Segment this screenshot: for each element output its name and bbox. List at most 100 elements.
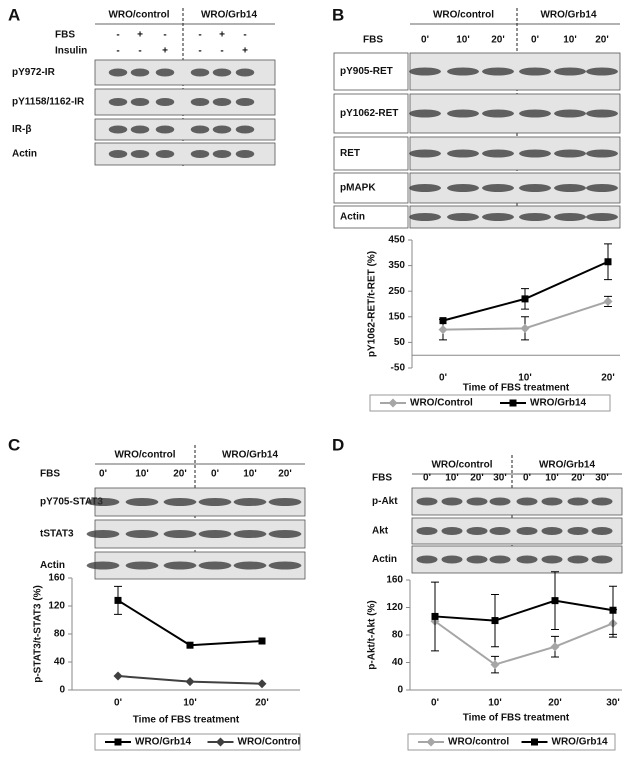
condition-value: 10'	[445, 473, 459, 484]
blot-band	[108, 98, 128, 106]
row-label: Akt	[372, 526, 389, 537]
blot-band	[554, 213, 586, 221]
blot-band	[586, 67, 618, 76]
label-box	[333, 93, 409, 134]
row-label: Actin	[40, 560, 65, 571]
condition-label: Insulin	[55, 46, 87, 57]
group-label: WRO/Grb14	[539, 460, 596, 471]
blot-band	[447, 67, 479, 76]
x-axis-title: Time of FBS treatment	[133, 715, 240, 726]
x-axis-title: Time of FBS treatment	[463, 713, 570, 724]
blot-band	[466, 497, 488, 506]
blot-band	[519, 213, 551, 221]
legend-label: WRO/control	[448, 737, 509, 748]
blot-band	[409, 67, 441, 76]
panel-letter: A	[8, 5, 20, 24]
y-axis-title: p-Akt/t-Akt (%)	[367, 600, 378, 669]
blot-band	[163, 561, 197, 570]
blot-band	[586, 109, 618, 118]
condition-value: 10'	[563, 35, 577, 46]
x-tick-label: 10'	[183, 698, 197, 709]
y-tick-label: 250	[388, 286, 405, 297]
row-label: IR-β	[12, 124, 31, 135]
data-point	[257, 679, 267, 689]
condition-value: -	[220, 46, 223, 57]
row-label: Actin	[12, 149, 37, 160]
data-point	[520, 323, 530, 333]
blot-band	[198, 561, 232, 570]
legend-marker	[388, 398, 398, 408]
blot-band	[155, 125, 175, 134]
group-label: WRO/control	[114, 450, 175, 461]
data-point	[439, 317, 447, 325]
blot-band	[591, 555, 613, 564]
row-label: tSTAT3	[40, 529, 74, 540]
y-tick-label: 50	[394, 337, 406, 348]
blot-band	[268, 530, 302, 538]
blot-band	[482, 109, 514, 118]
blot-band	[409, 109, 441, 118]
condition-value: 30'	[493, 473, 507, 484]
condition-value: 10'	[456, 35, 470, 46]
condition-value: -	[116, 46, 119, 57]
blot-band	[268, 561, 302, 570]
data-point	[551, 597, 559, 605]
y-tick-label: 40	[54, 657, 66, 668]
blot-band	[212, 98, 232, 106]
data-point	[186, 641, 194, 649]
blot-band	[441, 527, 463, 535]
blot-band	[541, 497, 563, 506]
blot-band	[516, 497, 538, 506]
blot-band	[125, 561, 159, 570]
row-label: pY1062-RET	[340, 108, 398, 119]
data-point	[609, 606, 617, 614]
blot-band	[567, 497, 589, 506]
legend-label: WRO/Control	[238, 737, 301, 748]
x-tick-label: 20'	[255, 698, 269, 709]
blot-band	[567, 527, 589, 535]
blot-band	[591, 497, 613, 506]
series-line	[434, 599, 614, 622]
legend-label: WRO/Grb14	[530, 398, 587, 409]
blot-band	[125, 498, 159, 506]
blot-band	[155, 150, 175, 158]
data-point	[114, 596, 122, 604]
condition-value: 0'	[523, 473, 531, 484]
blot-band	[516, 527, 538, 535]
legend-label: WRO/Control	[410, 398, 473, 409]
label-box	[333, 205, 409, 229]
legend-box	[407, 733, 616, 751]
row-label: pY972-IR	[12, 67, 56, 78]
blot-band	[108, 68, 128, 77]
row-label: pY705-STAT3	[40, 497, 103, 508]
row-label: pY905-RET	[340, 66, 393, 77]
row-label: Actin	[340, 212, 365, 223]
x-tick-label: 0'	[114, 698, 122, 709]
y-tick-label: 120	[386, 602, 403, 613]
blot-band	[86, 498, 120, 506]
legend-marker	[426, 737, 436, 747]
x-tick-label: 0'	[439, 373, 447, 384]
legend-label: WRO/Grb14	[552, 737, 609, 748]
legend-marker	[531, 738, 538, 746]
blot-band	[130, 98, 150, 106]
blot-band	[235, 98, 255, 106]
blot-band	[447, 184, 479, 192]
condition-value: 0'	[423, 473, 431, 484]
data-point	[431, 612, 439, 620]
y-tick-label: 120	[48, 601, 65, 612]
x-tick-label: 0'	[431, 698, 439, 709]
blot-band	[108, 125, 128, 134]
blot-band	[519, 184, 551, 192]
blot-band	[190, 68, 210, 77]
blot-band	[233, 498, 267, 506]
blot-band	[233, 561, 267, 570]
blot-band	[466, 527, 488, 535]
blot-band	[586, 149, 618, 158]
blot-band	[447, 109, 479, 118]
blot-band	[409, 149, 441, 158]
blot-band	[519, 149, 551, 158]
panel-letter: B	[332, 5, 344, 24]
condition-value: -	[138, 46, 141, 57]
